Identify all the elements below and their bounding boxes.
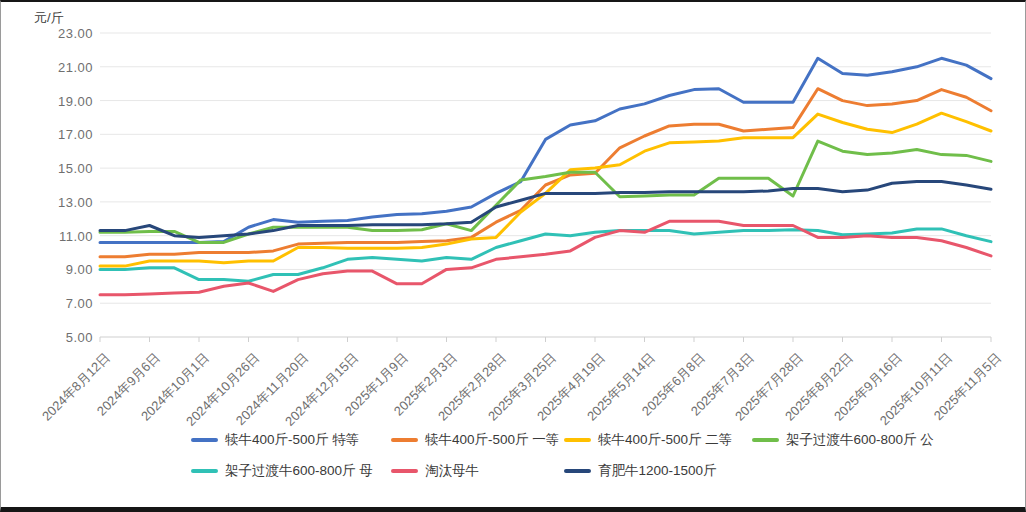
legend-item-0[interactable]: 犊牛400斤-500斤 特等 — [191, 431, 359, 449]
chart-window: 元/斤 23.0021.0019.0017.0015.0013.0011.009… — [0, 0, 1026, 512]
legend-label: 淘汰母牛 — [425, 462, 479, 480]
y-axis-tick-label: 17.00 — [33, 127, 93, 142]
legend-swatch-icon — [564, 438, 591, 442]
y-axis-tick-label: 7.00 — [33, 296, 93, 311]
series-line-1 — [100, 89, 991, 257]
y-axis-tick-label: 23.00 — [33, 26, 93, 41]
legend-item-5[interactable]: 淘汰母牛 — [391, 462, 479, 480]
legend-item-3[interactable]: 架子过渡牛600-800斤 公 — [752, 431, 934, 449]
legend-swatch-icon — [752, 438, 779, 442]
legend-label: 架子过渡牛600-800斤 母 — [225, 462, 373, 480]
legend-swatch-icon — [564, 469, 591, 473]
legend-swatch-icon — [191, 438, 218, 442]
legend-label: 育肥牛1200-1500斤 — [598, 462, 717, 480]
legend-label: 犊牛400斤-500斤 特等 — [225, 431, 359, 449]
legend-swatch-icon — [191, 469, 218, 473]
legend-item-2[interactable]: 犊牛400斤-500斤 二等 — [564, 431, 732, 449]
y-axis-tick-label: 19.00 — [33, 93, 93, 108]
legend-item-1[interactable]: 犊牛400斤-500斤 一等 — [391, 431, 559, 449]
y-axis-tick-label: 9.00 — [33, 262, 93, 277]
y-axis-tick-label: 13.00 — [33, 194, 93, 209]
y-axis-tick-label: 5.00 — [33, 330, 93, 345]
legend-label: 犊牛400斤-500斤 二等 — [598, 431, 732, 449]
legend-item-6[interactable]: 育肥牛1200-1500斤 — [564, 462, 717, 480]
legend-label: 犊牛400斤-500斤 一等 — [425, 431, 559, 449]
y-axis-tick-label: 15.00 — [33, 161, 93, 176]
legend-item-4[interactable]: 架子过渡牛600-800斤 母 — [191, 462, 373, 480]
series-line-6 — [100, 182, 991, 238]
y-axis-tick-label: 21.00 — [33, 59, 93, 74]
series-line-0 — [100, 58, 991, 242]
y-axis-tick-label: 11.00 — [33, 228, 93, 243]
legend-swatch-icon — [391, 469, 418, 473]
legend-swatch-icon — [391, 438, 418, 442]
series-line-5 — [100, 221, 991, 294]
legend-label: 架子过渡牛600-800斤 公 — [786, 431, 934, 449]
